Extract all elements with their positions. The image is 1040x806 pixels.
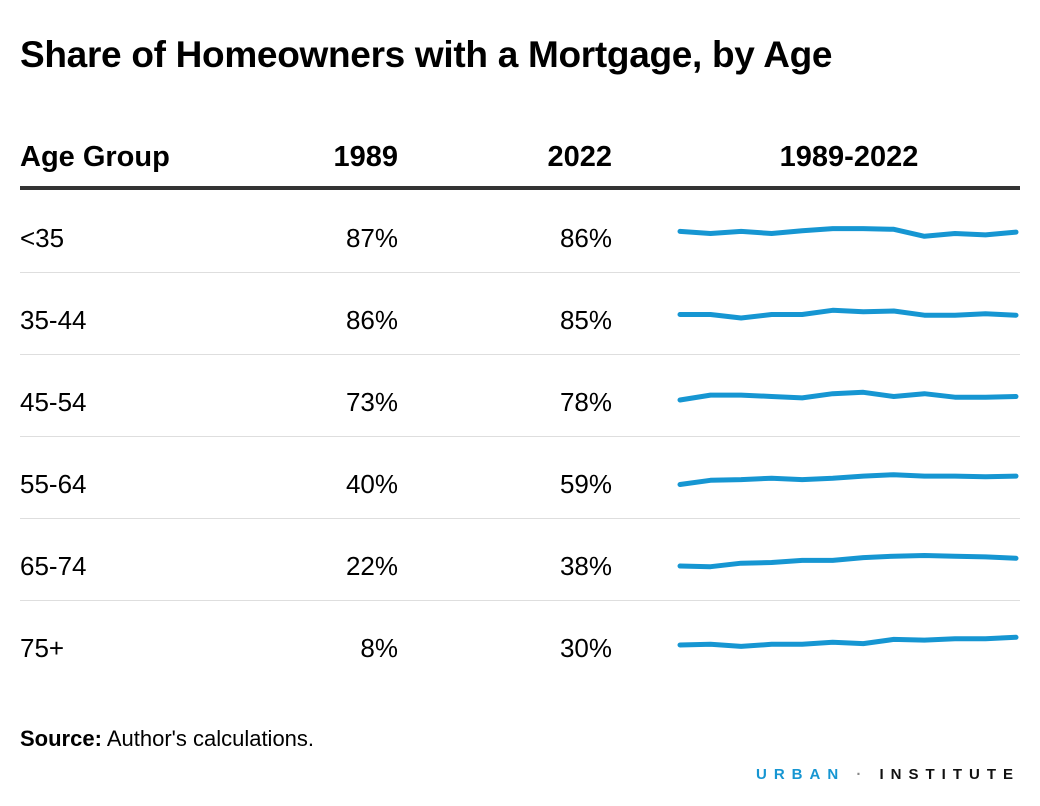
table-row: 55-64 40% 59% [20,437,1020,519]
row-divider [20,354,1020,355]
logo-urban: URBAN [755,766,846,783]
age-group-cell: <35 [20,223,65,253]
urban-institute-logo: URBAN · INSTITUTE [756,766,1020,783]
value-2022-cell: 85% [559,305,612,335]
table-row: 35-44 86% 85% [20,273,1020,355]
row-divider [20,600,1020,601]
column-header-trend: 1989-2022 [779,141,919,173]
value-1989-cell: 40% [345,469,398,499]
table-row: 45-54 73% 78% [20,355,1020,437]
sparkline-75+ [677,634,1019,649]
logo-separator: · [856,766,869,783]
source-note: Source: Author's calculations. [20,726,314,752]
value-2022-cell: 38% [559,551,612,581]
table-row: <35 87% 86% [20,191,1020,273]
value-1989-cell: 86% [345,305,398,335]
row-divider [20,272,1020,273]
age-group-cell: 45-54 [20,387,87,417]
header-rule [20,186,1020,190]
sparkline-<35 [677,226,1019,239]
sparkline-55-64 [677,472,1019,487]
source-text: Author's calculations. [106,726,315,751]
age-group-cell: 75+ [20,633,65,663]
column-header-1989: 1989 [333,141,398,173]
value-1989-cell: 8% [360,633,398,663]
sparkline-45-54 [677,389,1019,403]
value-1989-cell: 73% [345,387,398,417]
row-divider [20,436,1020,437]
column-header-2022: 2022 [547,141,612,173]
value-1989-cell: 87% [345,223,398,253]
row-divider [20,518,1020,519]
logo-institute: INSTITUTE [879,766,1020,783]
sparkline-65-74 [677,553,1019,570]
column-header-age-group: Age Group [20,141,170,173]
chart-title: Share of Homeowners with a Mortgage, by … [20,34,833,75]
value-2022-cell: 78% [559,387,612,417]
age-group-cell: 55-64 [20,469,87,499]
value-2022-cell: 30% [559,633,612,663]
table-row: 75+ 8% 30% [20,601,1020,683]
age-group-cell: 65-74 [20,551,87,581]
sparkline-35-44 [677,307,1019,321]
value-2022-cell: 86% [559,223,612,253]
source-label: Source: [20,726,102,751]
value-2022-cell: 59% [559,469,612,499]
age-group-cell: 35-44 [20,305,87,335]
value-1989-cell: 22% [345,551,398,581]
table-row: 65-74 22% 38% [20,519,1020,601]
